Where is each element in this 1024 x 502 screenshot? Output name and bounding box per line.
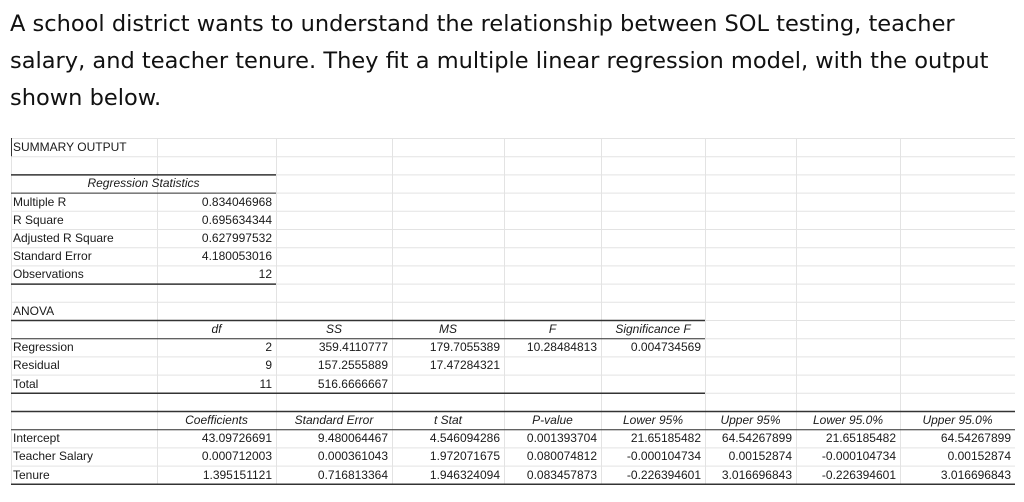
coefficient-cell-value: 3.016696843: [940, 467, 1011, 482]
coefficient-cell-value: 0.00152874: [947, 449, 1011, 464]
anova-cell-value: 10.28484813: [526, 340, 597, 355]
regression-stat-label: R Square: [13, 212, 64, 227]
regression-stat-value: 12: [258, 267, 272, 282]
anova-title: ANOVA: [13, 303, 55, 318]
regression-statistics-header: Regression Statistics: [87, 176, 200, 191]
spreadsheet-grid: [11, 138, 1015, 486]
anova-column-header: Significance F: [615, 322, 691, 336]
anova-cell-value: 9: [265, 358, 272, 373]
coefficient-column-header: Upper 95.0%: [922, 413, 993, 427]
anova-row-label: Residual: [13, 358, 60, 373]
coefficient-column-header: Lower 95.0%: [812, 413, 884, 427]
coefficient-cell-value: 43.09726691: [201, 431, 272, 446]
regression-stat-value: 0.627997532: [201, 231, 272, 245]
coefficient-column-header: P-value: [532, 413, 573, 427]
anova-column-header: df: [211, 322, 222, 336]
coefficient-cell-value: 64.54267899: [721, 431, 792, 446]
anova-cell-value: 11: [259, 376, 272, 391]
coefficient-cell-value: 0.000361043: [317, 449, 388, 464]
regression-stat-value: 4.180053016: [201, 249, 272, 264]
coefficient-column-header: Standard Error: [294, 413, 374, 427]
anova-cell-value: 17.47284321: [429, 358, 500, 373]
question-text: A school district wants to understand th…: [10, 11, 989, 111]
coefficient-column-header: Lower 95%: [622, 413, 684, 427]
coefficient-cell-value: -0.000104734: [626, 449, 701, 464]
coefficient-cell-value: 0.00152874: [728, 449, 792, 464]
coefficient-cell-value: -0.226394601: [626, 467, 701, 482]
anova-row-label: Regression: [13, 340, 74, 355]
coefficient-cell-value: 0.083457873: [526, 467, 597, 482]
coefficient-column-header: Coefficients: [185, 413, 248, 427]
coefficient-cell-value: 21.65185482: [825, 431, 896, 446]
coefficient-column-header: t Stat: [433, 413, 462, 427]
summary-output-title: SUMMARY OUTPUT: [13, 140, 127, 154]
coefficient-row-label: Teacher Salary: [13, 449, 94, 464]
anova-row-label: Total: [13, 376, 39, 391]
coefficient-cell-value: 9.480064467: [317, 431, 388, 446]
regression-stat-label: Standard Error: [13, 249, 92, 264]
anova-cell-value: 2: [265, 340, 272, 355]
anova-cell-value: 516.6666667: [317, 376, 388, 391]
regression-stat-value: 0.834046968: [201, 194, 272, 209]
coefficient-cell-value: -0.226394601: [821, 467, 896, 482]
coefficient-cell-value: -0.000104734: [821, 449, 896, 464]
regression-output-spreadsheet: SUMMARY OUTPUT Regression Statistics Multi…: [11, 138, 1015, 492]
regression-stat-label: Observations: [13, 267, 84, 282]
anova-column-header: F: [548, 322, 557, 336]
anova-column-header: MS: [439, 322, 457, 336]
coefficient-cell-value: 64.54267899: [940, 431, 1011, 446]
coefficient-cell-value: 1.972071675: [429, 449, 500, 464]
coefficient-cell-value: 0.001393704: [526, 431, 597, 446]
regression-stat-label: Adjusted R Square: [13, 231, 114, 245]
anova-cell-value: 359.4110777: [318, 340, 388, 355]
coefficient-cell-value: 0.080074812: [526, 449, 597, 464]
regression-stat-value: 0.695634344: [201, 212, 272, 227]
anova-cell-value: 179.7055389: [429, 340, 500, 355]
anova-cell-value: 157.2555889: [317, 358, 388, 373]
anova-cell-value: 0.004734569: [630, 340, 701, 355]
anova-column-header: SS: [325, 322, 342, 336]
coefficient-cell-value: 0.000712003: [201, 449, 272, 464]
coefficient-row-label: Intercept: [13, 431, 60, 446]
coefficient-column-header: Upper 95%: [720, 413, 781, 427]
coefficient-cell-value: 4.546094286: [429, 431, 500, 446]
coefficient-cell-value: 0.716813364: [317, 467, 388, 482]
coefficient-row-label: Tenure: [13, 467, 50, 482]
coefficient-cell-value: 1.395151121: [202, 467, 272, 482]
coefficient-cell-value: 21.65185482: [630, 431, 701, 446]
regression-stat-label: Multiple R: [13, 194, 67, 209]
coefficient-cell-value: 1.946324094: [429, 467, 500, 482]
coefficient-cell-value: 3.016696843: [721, 467, 792, 482]
